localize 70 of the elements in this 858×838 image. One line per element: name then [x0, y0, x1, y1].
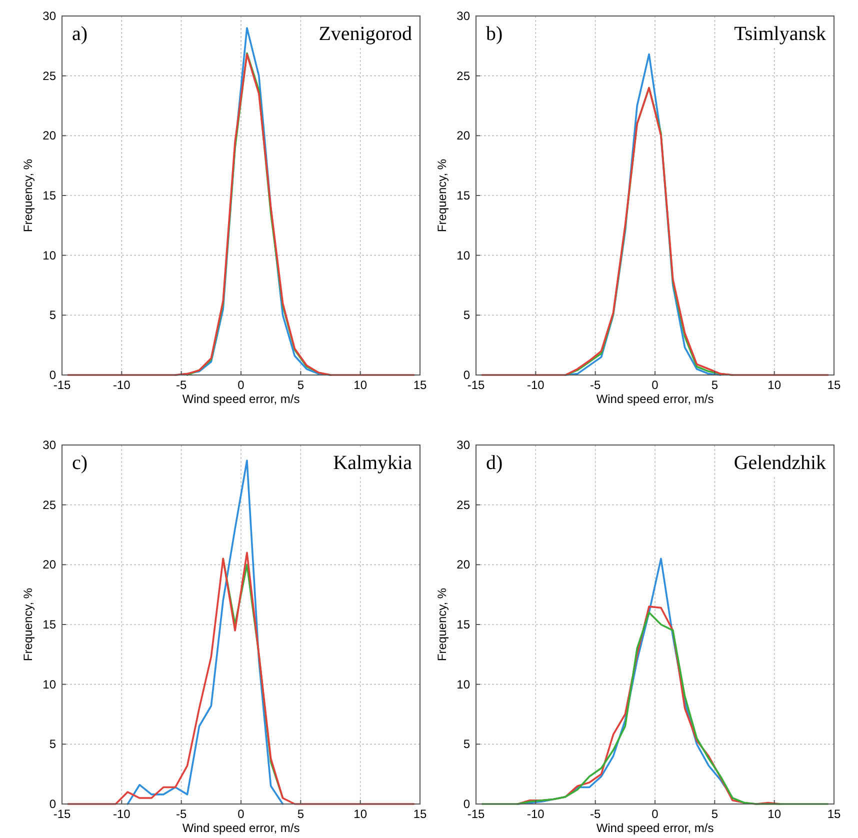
y-tick-label: 30 — [456, 9, 470, 23]
x-axis-title: Wind speed error, m/s — [596, 821, 714, 835]
y-tick-label: 25 — [456, 68, 470, 83]
y-tick-label: 15 — [42, 618, 56, 632]
line-series — [126, 460, 284, 805]
y-axis-title: Frequency, % — [435, 158, 449, 232]
y-tick-label: 20 — [42, 558, 56, 572]
x-tick-label: -5 — [176, 378, 187, 392]
y-tick-label: 10 — [456, 248, 470, 262]
x-axis-title: Wind speed error, m/s — [182, 821, 300, 835]
x-axis-title: Wind speed error, m/s — [596, 392, 714, 406]
y-tick-label: 5 — [49, 308, 56, 322]
line-series — [67, 552, 415, 805]
chart-title: Tsimlyansk — [734, 23, 826, 45]
y-tick-label: 25 — [456, 498, 470, 512]
x-tick-label: 10 — [768, 378, 782, 392]
chart-title: Zvenigorod — [318, 23, 412, 45]
x-tick-label: 0 — [652, 378, 659, 392]
x-tick-label: -10 — [526, 378, 545, 392]
y-tick-label: 10 — [42, 677, 56, 692]
annotation: a) — [72, 23, 88, 45]
y-tick-label: 25 — [42, 498, 56, 512]
x-tick-label: 5 — [297, 378, 304, 392]
x-tick-label: 5 — [711, 378, 718, 392]
x-tick-label: -10 — [526, 807, 545, 821]
line-series — [481, 86, 829, 376]
x-tick-label: 10 — [768, 807, 782, 821]
y-axis-title: Frequency, % — [435, 588, 449, 662]
annotation: d) — [486, 452, 503, 474]
y-axis-title: Frequency, % — [21, 588, 35, 662]
y-tick-label: 10 — [456, 677, 470, 692]
y-tick-label: 5 — [463, 737, 470, 752]
x-tick-label: 0 — [238, 807, 245, 821]
y-tick-label: 25 — [42, 68, 56, 83]
line-series — [481, 612, 829, 805]
y-tick-label: 30 — [456, 438, 470, 452]
x-tick-label: -5 — [176, 807, 187, 821]
y-tick-label: 15 — [42, 188, 56, 202]
y-tick-label: 30 — [42, 9, 56, 23]
x-tick-label: 15 — [827, 378, 841, 392]
x-tick-label: 5 — [297, 807, 304, 821]
y-tick-label: 15 — [456, 618, 470, 632]
x-tick-label: 15 — [827, 807, 841, 821]
x-tick-label: 0 — [652, 807, 659, 821]
chart-title: Gelendzhik — [734, 452, 826, 474]
x-tick-label: 15 — [413, 807, 427, 821]
y-tick-label: 20 — [456, 128, 470, 143]
y-tick-label: 20 — [456, 558, 470, 572]
x-tick-label: 5 — [711, 807, 718, 821]
x-tick-label: 10 — [354, 378, 368, 392]
x-tick-label: -10 — [112, 378, 131, 392]
y-axis-title: Frequency, % — [21, 158, 35, 232]
y-tick-label: 30 — [42, 438, 56, 452]
y-tick-label: 5 — [463, 308, 470, 322]
x-tick-label: -10 — [112, 807, 131, 821]
x-tick-label: -5 — [590, 807, 601, 821]
x-tick-label: -5 — [590, 378, 601, 392]
x-tick-label: 10 — [354, 807, 368, 821]
x-tick-label: 15 — [413, 378, 427, 392]
y-tick-label: 20 — [42, 128, 56, 143]
y-tick-label: 10 — [42, 248, 56, 262]
x-axis-title: Wind speed error, m/s — [182, 392, 300, 406]
line-series — [67, 53, 415, 376]
y-tick-label: 15 — [456, 188, 470, 202]
x-tick-label: 0 — [238, 378, 245, 392]
y-tick-label: 5 — [49, 737, 56, 752]
annotation: c) — [72, 452, 88, 474]
chart-title: Kalmykia — [333, 452, 412, 474]
line-series — [564, 53, 722, 376]
annotation: b) — [486, 23, 503, 45]
